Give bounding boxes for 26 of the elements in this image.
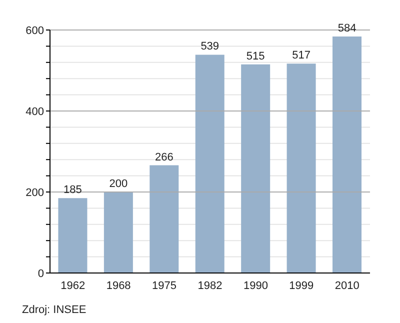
data-label: 517 xyxy=(292,50,310,62)
y-tick-label: 400 xyxy=(26,106,44,118)
data-label: 515 xyxy=(246,50,265,62)
data-label: 266 xyxy=(154,151,174,164)
bar xyxy=(104,192,133,273)
data-label: 185 xyxy=(64,184,82,196)
bar xyxy=(58,198,88,273)
x-tick-label: 1975 xyxy=(152,280,177,292)
data-label: 539 xyxy=(200,40,220,53)
x-tick-label: 1990 xyxy=(243,280,268,292)
x-tick-label: 1982 xyxy=(198,280,222,292)
x-tick-label: 1999 xyxy=(289,280,314,292)
y-tick-label: 600 xyxy=(26,24,44,37)
y-tick-label: 200 xyxy=(26,186,44,199)
bar xyxy=(150,165,179,273)
bar xyxy=(332,36,362,273)
data-label: 584 xyxy=(338,22,356,34)
x-tick-label: 1968 xyxy=(106,280,131,292)
text: Zdroj: INSEE xyxy=(22,304,86,316)
bar xyxy=(241,64,270,273)
y-tick-label: 0 xyxy=(38,268,44,280)
bar xyxy=(286,64,316,273)
bar xyxy=(195,54,224,273)
data-label: 200 xyxy=(109,178,128,190)
x-tick-label: 1962 xyxy=(60,280,86,292)
x-tick-label: 2010 xyxy=(334,280,360,292)
